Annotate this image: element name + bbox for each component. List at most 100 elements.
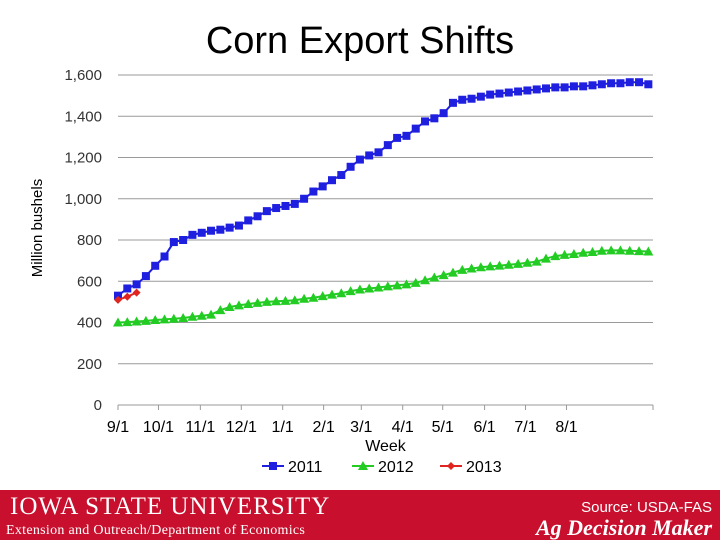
data-point-marker — [596, 245, 607, 255]
data-point-marker — [430, 114, 439, 123]
data-point-marker — [262, 207, 271, 216]
data-point-marker — [355, 155, 364, 164]
data-point-marker — [114, 291, 122, 300]
chart: 0 200 400 600 800 1,000 1,200 1,400 1,600 9/1 10/1… — [29, 67, 654, 476]
x-tick-label: 10/1 — [143, 419, 174, 436]
data-point-marker — [393, 133, 402, 142]
source-note: Source: USDA-FAS — [581, 499, 712, 516]
data-point-marker — [531, 256, 542, 266]
data-point-marker — [616, 79, 625, 88]
data-point-marker — [290, 199, 299, 208]
data-point-marker — [197, 228, 206, 237]
data-point-marker — [588, 81, 597, 90]
data-point-marker — [252, 297, 263, 307]
gridlines — [118, 74, 653, 365]
data-point-marker — [532, 85, 541, 94]
data-point-marker — [269, 462, 277, 470]
data-point-marker — [123, 292, 132, 301]
data-point-marker — [337, 171, 346, 180]
data-point-marker — [560, 83, 569, 92]
data-point-marker — [486, 90, 495, 99]
data-point-marker — [466, 263, 477, 273]
data-point-marker — [644, 80, 653, 89]
data-point-marker — [272, 204, 281, 213]
x-tick-label: 8/1 — [555, 419, 577, 436]
data-point-marker — [299, 293, 310, 303]
data-point-marker — [503, 259, 514, 269]
data-point-marker — [150, 315, 161, 325]
brand-logo: Ag Decision Maker — [536, 515, 712, 540]
data-point-marker — [131, 316, 142, 326]
data-point-marker — [345, 286, 356, 296]
data-point-marker — [421, 117, 430, 126]
data-point-marker — [280, 295, 291, 305]
x-tick-label: 3/1 — [350, 419, 372, 436]
data-point-marker — [494, 260, 505, 270]
data-point-marker — [523, 86, 532, 95]
y-tick-label: 200 — [77, 356, 102, 373]
tick-labels: 0 200 400 600 800 1,000 1,200 1,400 1,600 9/1 10/1… — [29, 67, 578, 455]
x-tick-label: 9/1 — [107, 419, 129, 436]
data-point-marker — [207, 226, 216, 235]
data-point-marker — [410, 277, 421, 287]
x-tick-label: 11/1 — [185, 419, 215, 436]
data-point-marker — [300, 194, 309, 203]
data-point-marker — [429, 272, 440, 282]
footer-bar: IOWA STATE UNIVERSITY Extension and Outr… — [0, 490, 720, 540]
data-point-marker — [244, 216, 253, 225]
data-point-marker — [579, 82, 588, 91]
y-tick-label: 800 — [77, 232, 102, 249]
data-point-marker — [504, 88, 513, 97]
data-point-marker — [374, 148, 383, 157]
data-point-marker — [233, 300, 244, 310]
data-point-marker — [382, 281, 393, 291]
data-point-marker — [606, 245, 617, 255]
data-point-marker — [587, 246, 598, 256]
data-point-marker — [635, 78, 644, 87]
data-point-marker — [392, 280, 403, 290]
data-point-marker — [281, 201, 290, 210]
legend-label: 2012 — [378, 459, 414, 476]
data-point-marker — [485, 261, 496, 271]
data-point-marker — [624, 245, 635, 255]
department-text: Extension and Outreach/Department of Eco… — [6, 523, 306, 538]
legend-item-2013: 2013 — [440, 459, 502, 476]
data-point-marker — [225, 223, 234, 232]
data-point-marker — [160, 252, 169, 261]
data-point-marker — [420, 275, 431, 285]
data-point-marker — [439, 109, 448, 118]
y-tick-label: 0 — [94, 397, 102, 414]
data-point-marker — [402, 131, 411, 140]
data-point-marker — [643, 246, 654, 256]
data-point-marker — [457, 264, 468, 274]
y-tick-label: 1,600 — [64, 67, 102, 84]
data-point-marker — [169, 238, 178, 247]
x-tick-label: 4/1 — [392, 419, 414, 436]
x-tick-label: 1/1 — [272, 419, 294, 436]
data-point-marker — [159, 314, 170, 324]
data-point-marker — [458, 95, 467, 104]
data-point-marker — [336, 288, 347, 298]
legend-label: 2011 — [288, 459, 323, 476]
data-point-marker — [578, 247, 589, 257]
data-point-marker — [569, 82, 578, 91]
data-point-marker — [625, 78, 634, 87]
data-point-marker — [141, 272, 150, 281]
data-point-marker — [438, 270, 449, 280]
data-point-marker — [309, 187, 318, 196]
legend-item-2012: 2012 — [352, 459, 414, 476]
data-point-marker — [243, 298, 254, 308]
data-point-marker — [411, 124, 420, 133]
data-point-marker — [234, 221, 243, 230]
y-tick-label: 1,400 — [64, 108, 102, 125]
data-point-marker — [607, 79, 616, 88]
data-point-marker — [224, 302, 235, 312]
data-point-marker — [114, 295, 122, 304]
data-point-marker — [597, 80, 606, 89]
data-point-marker — [514, 87, 523, 96]
data-point-marker — [568, 249, 579, 259]
series-2012 — [113, 245, 654, 327]
data-point-marker — [475, 262, 486, 272]
data-point-marker — [261, 296, 272, 306]
data-point-marker — [215, 305, 226, 315]
